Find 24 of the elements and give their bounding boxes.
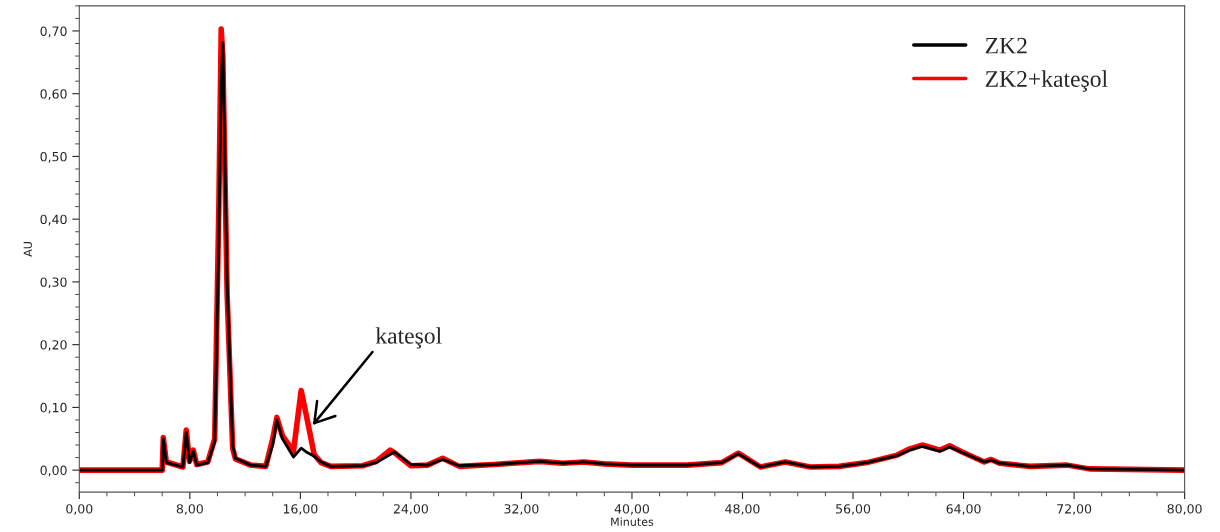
legend-label: ZK2+kateşol — [985, 70, 1108, 92]
x-tick-label: 16,00 — [283, 504, 318, 515]
y-tick-label: 0,50 — [40, 151, 67, 163]
x-axis-title: Minutes — [611, 517, 654, 526]
y-tick-label: 0,60 — [40, 89, 67, 100]
x-tick-label: 56,00 — [836, 504, 871, 515]
x-tick-label: 64,00 — [946, 504, 981, 515]
y-tick-label: 0,30 — [40, 277, 67, 289]
y-tick-label: 0,00 — [40, 465, 67, 477]
y-tick-label: 0,70 — [40, 26, 67, 38]
x-tick-label: 32,00 — [504, 504, 539, 515]
y-tick-label: 0,20 — [40, 340, 67, 351]
legend-label: ZK2 — [985, 37, 1027, 54]
x-tick-label: 0,00 — [66, 504, 93, 515]
annotation: kateşol — [375, 327, 442, 349]
x-tick-label: 24,00 — [393, 504, 428, 515]
y-tick-label: 0,40 — [40, 214, 67, 226]
y-tick-label: 0,10 — [40, 402, 67, 414]
x-tick-label: 40,00 — [614, 504, 650, 515]
x-tick-label: 8,00 — [176, 504, 203, 515]
x-tick-label: 48,00 — [725, 504, 760, 515]
y-axis-title: AU — [23, 242, 32, 257]
x-tick-label: 80,00 — [1167, 504, 1202, 515]
x-tick-label: 72,00 — [1057, 504, 1092, 515]
